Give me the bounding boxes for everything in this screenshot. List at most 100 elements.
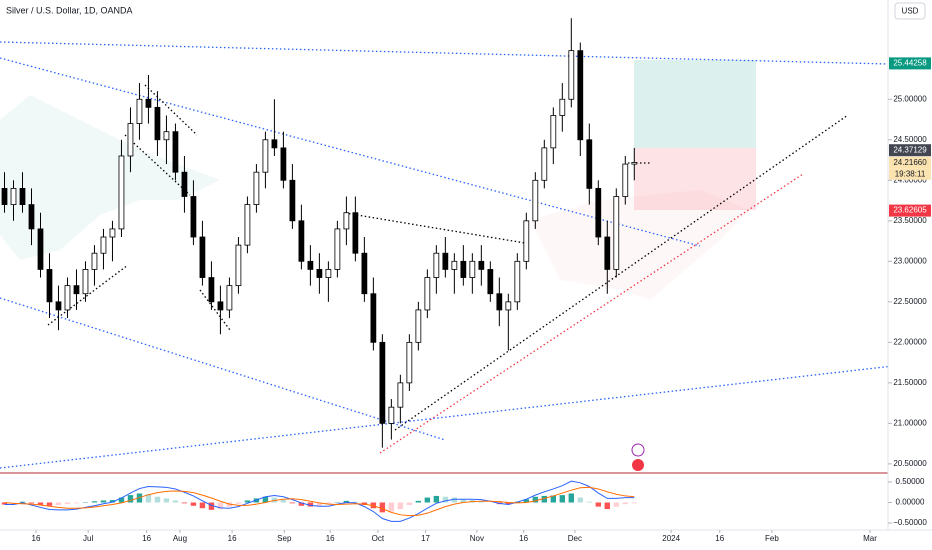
y-tick-label: 24.50000 <box>893 135 927 144</box>
macd-bar <box>55 502 62 505</box>
candle-body <box>460 260 467 278</box>
x-tick-label: Dec <box>568 534 582 543</box>
macd-bar <box>163 498 170 503</box>
macd-bar <box>352 501 359 503</box>
x-tick-label: Sep <box>277 534 292 543</box>
x-tick-label: 2024 <box>662 534 680 543</box>
macd-bar <box>541 495 548 503</box>
y-tick-label: 20.50000 <box>893 459 927 468</box>
macd-bar <box>577 497 584 503</box>
macd-bar <box>388 502 395 512</box>
macd-bar <box>460 499 467 503</box>
candle-body <box>28 204 35 230</box>
currency-button[interactable] <box>894 2 926 20</box>
x-tick-label: Mar <box>863 534 877 543</box>
candle-body <box>91 252 98 270</box>
x-tick-label: 16 <box>228 534 237 543</box>
macd-bar <box>415 500 422 503</box>
price-marker <box>889 156 931 169</box>
candle-body <box>262 139 269 173</box>
candle-body <box>532 179 539 222</box>
y-tick-label: 22.50000 <box>893 297 927 306</box>
macd-y-tick-label: −0.50000 <box>893 518 927 527</box>
candle-body <box>478 260 485 270</box>
candle-body <box>289 179 296 222</box>
candle-body <box>406 341 413 384</box>
candle-body <box>208 277 215 303</box>
chart-title: Silver / U.S. Dollar, 1D, OANDA <box>6 5 133 15</box>
candle-body <box>154 106 161 141</box>
stop-zone <box>634 148 756 210</box>
candle-body <box>397 382 404 408</box>
candle-body <box>1 187 8 206</box>
price-marker-label: 24.21660 <box>893 158 927 167</box>
macd-bar <box>289 502 296 504</box>
y-tick-label: 24.00000 <box>893 175 927 184</box>
event-icon[interactable] <box>631 443 645 457</box>
macd-bar <box>127 495 134 503</box>
price-axis <box>888 0 932 550</box>
x-tick-label: 16 <box>142 534 151 543</box>
candle-body <box>190 196 197 238</box>
candle-body <box>541 147 548 181</box>
macd-bar <box>397 502 404 510</box>
candle-body <box>361 252 368 295</box>
y-tick-label: 21.50000 <box>893 378 927 387</box>
candle-body <box>235 244 242 287</box>
macd-bar <box>451 497 458 503</box>
candle-body <box>496 293 503 311</box>
candle-body <box>586 139 593 189</box>
candle-body <box>199 236 206 278</box>
x-tick-label: 16 <box>519 534 528 543</box>
candle-body <box>442 252 449 270</box>
macd-bar <box>523 499 530 503</box>
x-tick-label: Feb <box>765 534 779 543</box>
macd-bar <box>532 496 539 503</box>
candle-body <box>334 228 341 270</box>
x-tick-label: Nov <box>470 534 484 543</box>
x-tick-label: 16 <box>32 534 41 543</box>
macd-bar <box>145 494 152 503</box>
macd-bar <box>325 502 332 505</box>
trend-line <box>47 264 129 326</box>
macd-bar <box>109 500 116 503</box>
trend-line <box>199 289 231 331</box>
macd-y-tick-label: 0.00000 <box>896 498 925 507</box>
macd-bar <box>181 502 188 504</box>
macd-bar <box>316 502 323 506</box>
candle-body <box>451 260 458 270</box>
macd-bar <box>622 502 628 505</box>
macd-bar <box>307 502 314 507</box>
candle-body <box>469 260 476 278</box>
macd-bar <box>550 495 557 503</box>
candle-body <box>325 269 332 278</box>
y-tick-label: 21.00000 <box>893 418 927 427</box>
macd-bar <box>262 496 269 503</box>
macd-bar <box>19 501 26 503</box>
candle-body <box>595 187 602 238</box>
macd-bar <box>280 500 287 503</box>
candle-body <box>613 196 620 270</box>
macd-bar <box>64 502 71 505</box>
candle-body <box>64 285 71 311</box>
candle-body <box>109 228 116 238</box>
event-icon[interactable] <box>632 459 644 471</box>
price-marker <box>889 144 931 157</box>
price-marker-label: 25.44258 <box>893 59 927 68</box>
trend-line <box>0 41 889 65</box>
macd-bar <box>298 502 305 506</box>
candle-body <box>568 50 575 100</box>
macd-bar <box>46 502 53 506</box>
x-tick-label: 16 <box>326 534 335 543</box>
trend-line <box>144 84 198 136</box>
price-marker-label: 23.62605 <box>893 206 927 215</box>
y-tick-label: 23.00000 <box>893 256 927 265</box>
macd-bar <box>28 502 35 504</box>
x-tick-label: Jul <box>83 534 93 543</box>
macd-bar <box>559 495 566 503</box>
candle-body <box>514 260 521 303</box>
macd-bar <box>37 502 44 505</box>
price-marker <box>889 204 931 217</box>
